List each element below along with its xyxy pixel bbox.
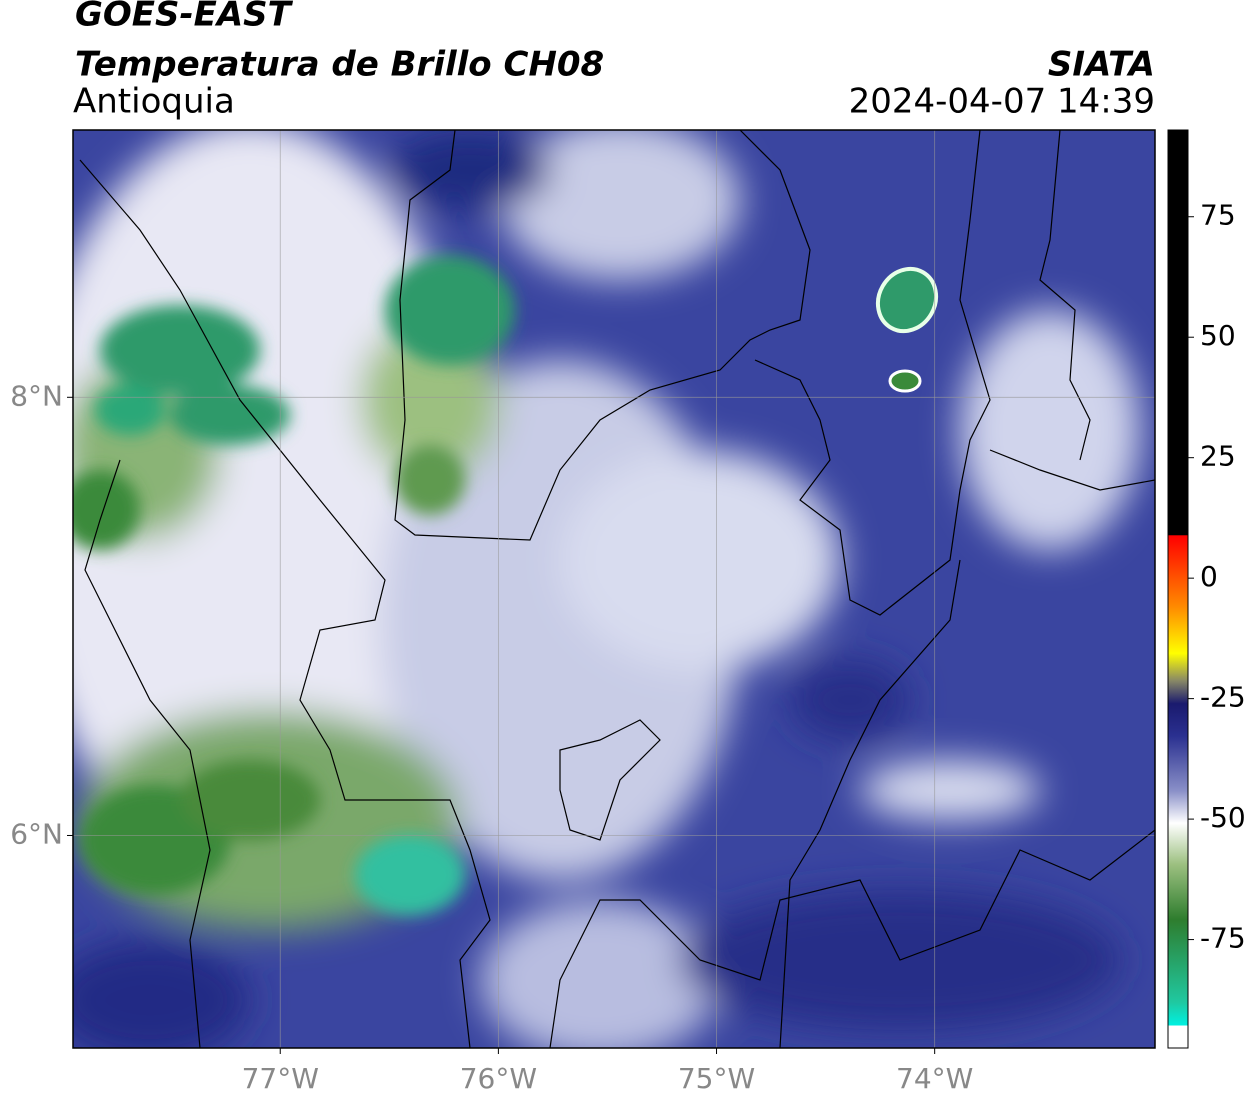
timestamp: 2024-04-07 14:39 xyxy=(849,82,1155,122)
x-tick-label: 77°W xyxy=(242,1062,319,1095)
colorbar-tick-label: 25 xyxy=(1200,440,1236,473)
colorbar-tick-label: 50 xyxy=(1200,319,1236,352)
colorbar-tick-label: -50 xyxy=(1200,801,1246,834)
y-tick-label: 6°N xyxy=(10,817,63,850)
satellite-image xyxy=(73,130,1155,1048)
title: GOES-EAST xyxy=(75,0,294,35)
region: Antioquia xyxy=(73,82,235,122)
x-tick-label: 74°W xyxy=(896,1062,973,1095)
graticule xyxy=(73,130,1155,1048)
subtitle: Temperatura de Brillo CH08 xyxy=(75,45,604,85)
colorbar-tick-label: -25 xyxy=(1200,681,1246,714)
colorbar-tick-label: -75 xyxy=(1200,922,1246,955)
y-tick-label: 8°N xyxy=(10,379,63,412)
x-tick-label: 76°W xyxy=(460,1062,537,1095)
tick-labels: 77°W 76°W 75°W 74°W 6°N 8°N 75 50 25 0 -25 -50 -75 xyxy=(10,199,1246,1095)
colorbar-tick-label: 0 xyxy=(1200,560,1218,593)
x-tick-label: 75°W xyxy=(678,1062,755,1095)
colorbar xyxy=(1167,129,1189,1049)
source: SIATA xyxy=(1048,45,1155,85)
map-frame xyxy=(72,129,1156,1049)
colorbar-tick-label: 75 xyxy=(1200,199,1236,232)
